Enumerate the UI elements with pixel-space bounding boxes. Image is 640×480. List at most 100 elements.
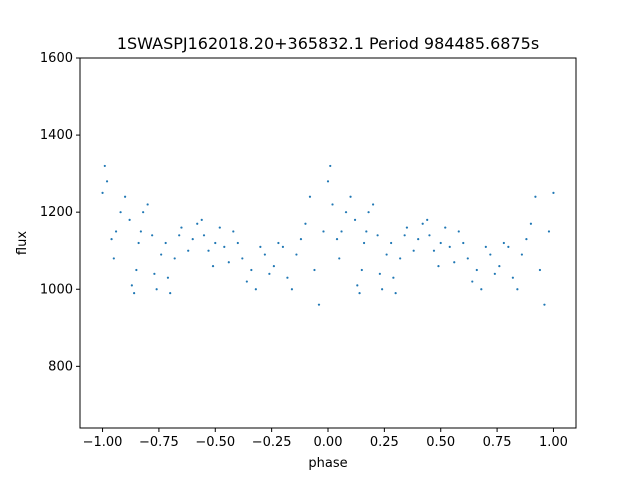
data-point [268, 272, 271, 275]
data-point [502, 241, 505, 245]
data-point [480, 288, 483, 291]
y-tick-label: 1200 [40, 205, 73, 220]
data-point [119, 211, 122, 214]
data-point [538, 268, 542, 272]
data-point [412, 249, 415, 252]
y-axis-ticks: 800 1000 1200 1400 1600 [40, 51, 80, 374]
data-point [340, 230, 343, 233]
data-point [133, 292, 136, 295]
data-point [466, 257, 469, 260]
data-point [471, 280, 474, 283]
data-point [227, 261, 230, 264]
data-point [426, 218, 429, 221]
data-point [103, 164, 106, 168]
data-point [130, 284, 133, 287]
data-point [390, 241, 393, 245]
data-point [139, 230, 142, 233]
data-point [245, 280, 248, 283]
data-point [353, 218, 357, 221]
x-tick-label: −0.25 [252, 435, 292, 450]
data-point [360, 268, 363, 272]
data-point [432, 249, 436, 252]
x-tick-label: 0.00 [314, 435, 343, 450]
data-point [155, 288, 158, 291]
data-point [164, 241, 167, 245]
data-point [520, 253, 523, 256]
data-point [326, 180, 330, 183]
data-point [392, 276, 395, 279]
y-tick-label: 1600 [40, 51, 73, 66]
data-point [196, 222, 199, 225]
x-axis-ticks: −1.00 −0.75 −0.50 −0.25 0.00 0.25 0.50 0.75 1.00 [83, 428, 568, 450]
x-tick-label: −0.75 [139, 435, 179, 450]
data-point [489, 253, 492, 256]
data-point [371, 203, 375, 206]
data-point [232, 230, 235, 233]
data-point [547, 230, 551, 233]
chart-title: 1SWASPJ162018.20+365832.1 Period 984485.… [117, 34, 539, 53]
data-point [362, 241, 366, 245]
data-point [286, 276, 289, 279]
data-point [169, 292, 172, 295]
data-point [202, 234, 206, 237]
data-point [437, 265, 440, 268]
data-point [453, 261, 456, 264]
data-point [498, 265, 501, 268]
data-point [137, 241, 140, 245]
data-point [403, 234, 406, 237]
data-point [475, 268, 478, 272]
x-tick-label: 0.75 [483, 435, 512, 450]
data-point [259, 245, 262, 248]
x-tick-label: −1.00 [83, 435, 123, 450]
data-point [365, 230, 368, 233]
data-point [281, 245, 285, 248]
data-point [250, 268, 253, 272]
data-point [299, 238, 303, 241]
data-point [457, 230, 460, 233]
data-point [529, 222, 533, 225]
data-point [290, 288, 294, 291]
data-point [367, 211, 370, 214]
x-axis-label: phase [308, 456, 347, 471]
data-point [394, 292, 397, 295]
data-point [191, 238, 194, 241]
y-tick-label: 800 [48, 359, 73, 374]
data-point [218, 226, 221, 229]
data-points [101, 164, 555, 306]
data-point [308, 195, 312, 198]
data-point [241, 257, 244, 260]
data-point [153, 272, 156, 275]
data-point [313, 268, 316, 272]
data-point [525, 238, 528, 241]
data-point [142, 211, 145, 214]
data-point [444, 226, 447, 229]
data-point [322, 230, 325, 233]
data-point [295, 253, 298, 256]
data-point [507, 245, 510, 248]
data-point [123, 195, 127, 198]
data-point [534, 195, 537, 198]
data-point [439, 241, 442, 245]
x-tick-label: 1.00 [539, 435, 568, 450]
data-point [462, 241, 465, 245]
data-point [207, 249, 210, 252]
data-point [484, 245, 487, 248]
data-point [135, 268, 138, 272]
data-point [187, 249, 190, 252]
data-point [329, 164, 332, 168]
data-point [317, 303, 321, 306]
data-point [331, 203, 334, 206]
data-point [128, 218, 131, 221]
x-tick-label: 0.50 [426, 435, 455, 450]
data-point [277, 241, 280, 245]
y-axis-label: flux [15, 231, 30, 255]
data-point [236, 241, 239, 245]
data-point [516, 288, 519, 291]
data-point [214, 241, 217, 245]
data-point [385, 253, 388, 256]
data-point [101, 191, 104, 194]
data-point [448, 245, 451, 248]
data-point [180, 226, 183, 229]
data-point [552, 191, 555, 194]
